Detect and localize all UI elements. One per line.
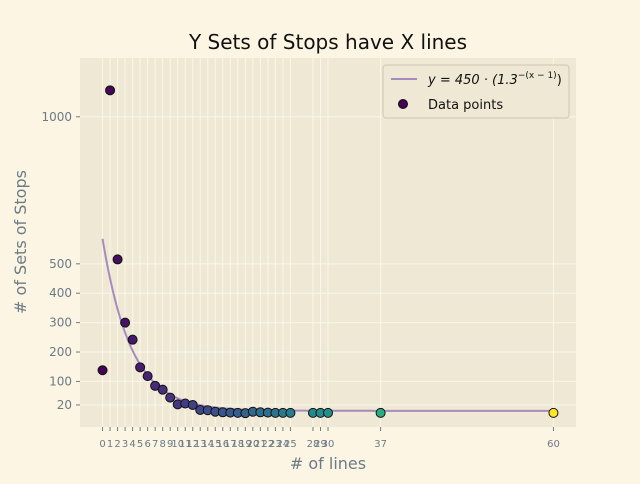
y-tick-label: 200 — [49, 345, 72, 359]
x-tick-label: 14 — [201, 439, 214, 450]
x-tick-label: 60 — [547, 439, 560, 450]
data-point — [375, 407, 386, 418]
x-tick-label: 3 — [122, 439, 128, 450]
x-axis-ticks: 0 1 2 3 4 5 6 7 8 9101112131415161718192021222324… — [99, 427, 560, 450]
chart-title: Y Sets of Stops have X lines — [188, 30, 467, 54]
x-tick-label: 20 — [246, 439, 259, 450]
x-tick-label: 9 — [167, 439, 173, 450]
data-point — [142, 371, 153, 382]
x-tick-label: 28 — [307, 439, 320, 450]
legend-point-swatch — [398, 99, 408, 109]
data-point — [135, 362, 146, 373]
legend-line-label: y = 450 · (1.3−(x − 1)) — [427, 71, 562, 88]
data-point — [323, 407, 333, 418]
x-tick-label: 0 — [99, 439, 105, 450]
grid — [80, 58, 576, 427]
x-axis-label: # of lines — [290, 454, 366, 473]
data-point — [285, 407, 296, 418]
y-tick-label: 20 — [57, 398, 72, 412]
legend-formula-prefix: y = 450 · (1.3 — [427, 73, 518, 88]
x-tick-label: 2 — [114, 439, 120, 450]
x-tick-label: 5 — [137, 439, 143, 450]
x-tick-label: 11 — [179, 439, 192, 450]
x-tick-label: 19 — [239, 439, 252, 450]
y-tick-label: 400 — [49, 286, 72, 300]
x-tick-label: 29 — [314, 439, 327, 450]
y-tick-label: 100 — [49, 374, 72, 388]
x-tick-label: 21 — [254, 439, 267, 450]
data-point — [187, 399, 198, 410]
data-point — [127, 334, 138, 345]
x-tick-label: 24 — [277, 439, 290, 450]
x-tick-label: 1 — [107, 439, 113, 450]
data-point — [165, 392, 176, 403]
y-axis-label: # of Sets of Stops — [11, 170, 30, 314]
x-tick-label: 16 — [216, 439, 229, 450]
x-tick-label: 25 — [284, 439, 297, 450]
x-tick-label: 12 — [186, 439, 199, 450]
data-point — [97, 365, 108, 376]
x-tick-label: 37 — [374, 439, 387, 450]
x-tick-label: 23 — [269, 439, 282, 450]
x-tick-label: 10 — [171, 439, 184, 450]
x-tick-label: 6 — [144, 439, 150, 450]
data-point — [120, 317, 131, 328]
x-tick-label: 8 — [159, 439, 165, 450]
x-tick-label: 22 — [262, 439, 275, 450]
x-tick-label: 15 — [209, 439, 222, 450]
data-point — [548, 407, 559, 418]
x-tick-label: 18 — [231, 439, 244, 450]
data-point — [112, 254, 123, 265]
x-tick-label: 13 — [194, 439, 207, 450]
x-tick-label: 7 — [152, 439, 158, 450]
legend-points-label: Data points — [428, 98, 503, 113]
legend: y = 450 · (1.3−(x − 1)) Data points — [382, 64, 570, 119]
y-tick-label: 1000 — [41, 110, 72, 124]
y-tick-label: 500 — [49, 257, 72, 271]
legend-formula-exponent: −(x − 1) — [518, 71, 557, 81]
series-points — [97, 85, 559, 419]
data-point — [157, 384, 168, 395]
x-tick-label: 4 — [129, 439, 135, 450]
y-tick-label: 300 — [49, 316, 72, 330]
x-tick-label: 17 — [224, 439, 237, 450]
x-tick-label: 30 — [322, 439, 335, 450]
data-point — [105, 85, 116, 96]
y-axis-ticks: 20 100 200 300 400 500 1000 — [41, 110, 80, 412]
legend-box — [382, 64, 570, 119]
legend-formula-suffix: ) — [557, 73, 562, 88]
